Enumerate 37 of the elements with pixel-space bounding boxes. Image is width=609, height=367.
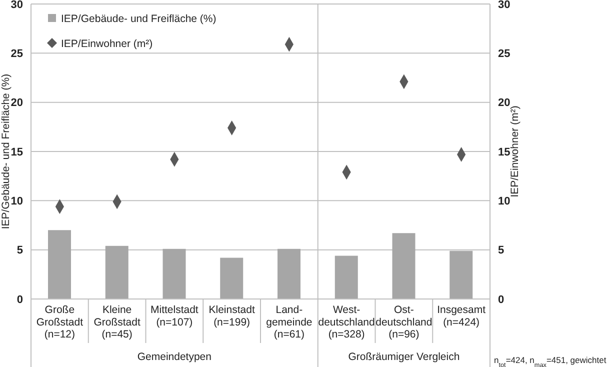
legend-label: IEP/Einwohner (m²)	[61, 38, 153, 50]
y2-axis-title: IEP/Einwohner (m²)	[509, 106, 521, 198]
y-tick-label: 0	[16, 294, 23, 306]
y-tick-label: 30	[10, 0, 23, 11]
x-tick-label: Mittelstadt (n=107)	[150, 304, 198, 328]
legend-label: IEP/Gebäude- und Freifläche (%)	[61, 13, 216, 25]
text: Großräumiger Vergleich	[348, 351, 460, 363]
y2-tick-label: 20	[498, 97, 510, 110]
y2-tick-label: 30	[498, 0, 510, 11]
bar	[334, 256, 358, 299]
y2-tick-label: 10	[498, 196, 510, 208]
bar	[162, 248, 186, 299]
y2-tick-label: 0	[498, 294, 504, 306]
y-tick-label: 25	[10, 48, 23, 60]
x-tick-label: Ost- deutschland (n=96)	[376, 304, 432, 341]
bar	[392, 233, 416, 299]
x-tick-label: Große Großstadt (n=12)	[36, 304, 84, 341]
y-tick-label: 10	[10, 196, 23, 208]
bar	[450, 250, 473, 299]
y-tick-label: 15	[10, 146, 23, 158]
y2-tick-label: 5	[498, 244, 504, 257]
y-tick-label: 20	[10, 97, 23, 110]
bar	[220, 258, 244, 299]
x-tick-label: Land- gemeinde (n=61)	[266, 304, 312, 341]
y-tick-label: 5	[16, 244, 23, 257]
x-tick-label: West- deutschland (n=328)	[318, 304, 376, 341]
y2-tick-label: 15	[498, 146, 510, 158]
bar	[105, 246, 128, 299]
bar	[48, 230, 71, 299]
x-tick-label: Insgesamt (n=424)	[437, 304, 486, 328]
y2-tick-label: 25	[498, 48, 510, 60]
text: Gemeindetypen	[137, 351, 212, 363]
y-axis-title: IEP/Gebäude- und Freifläche (%)	[0, 74, 12, 230]
bar	[278, 248, 300, 299]
x-tick-label: Kleine Großstadt (n=45)	[94, 304, 140, 341]
x-tick-label: Kleinstadt (n=199)	[208, 304, 255, 328]
text: n$_{tot}$=424, n$_{max}$=451, gewichtet	[494, 355, 607, 367]
